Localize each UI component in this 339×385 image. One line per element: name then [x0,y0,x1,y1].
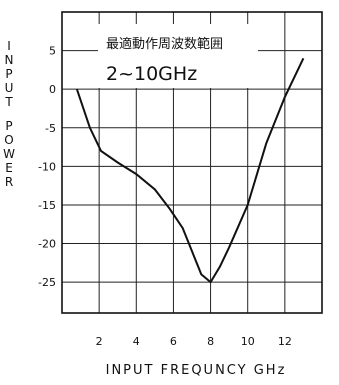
y-tick-label: -10 [38,160,56,173]
y-axis-label-char: I [7,39,11,53]
x-tick-label: 2 [96,335,103,348]
y-tick-label: -20 [38,238,56,251]
y-axis-label-char: U [5,81,14,95]
y-axis-label-char: P [5,119,12,133]
y-tick-label: 0 [49,83,56,96]
x-axis-label: INPUT FREQUNCY GHz [106,363,287,378]
x-tick-label: 12 [278,335,292,348]
y-axis-label-char: O [4,133,13,147]
y-axis-label-char: P [5,67,12,81]
y-tick-label: 5 [49,45,56,58]
tick-labels: 2 4 6 8 10 12 5 0 -5 -10 -15 -20 -25 [38,45,292,348]
x-tick-label: 8 [207,335,214,348]
y-tick-label: -25 [38,276,56,289]
x-tick-label: 6 [170,335,177,348]
y-axis-label-char: R [5,175,13,189]
y-axis-label-char: N [5,53,14,67]
x-tick-label: 10 [241,335,255,348]
y-axis-label-char: W [3,147,15,161]
y-tick-label: -15 [38,199,56,212]
annotation-box [98,24,258,88]
y-axis-label-char: E [5,161,13,175]
annotation-range: 2~10GHz [106,63,197,85]
data-series-line [75,57,305,284]
plot-frame [61,11,323,314]
y-axis-label-char: T [4,95,13,109]
y-tick-label: -5 [45,122,56,135]
x-tick-label: 4 [133,335,140,348]
annotation-title: 最適動作周波数範囲 [106,36,223,52]
